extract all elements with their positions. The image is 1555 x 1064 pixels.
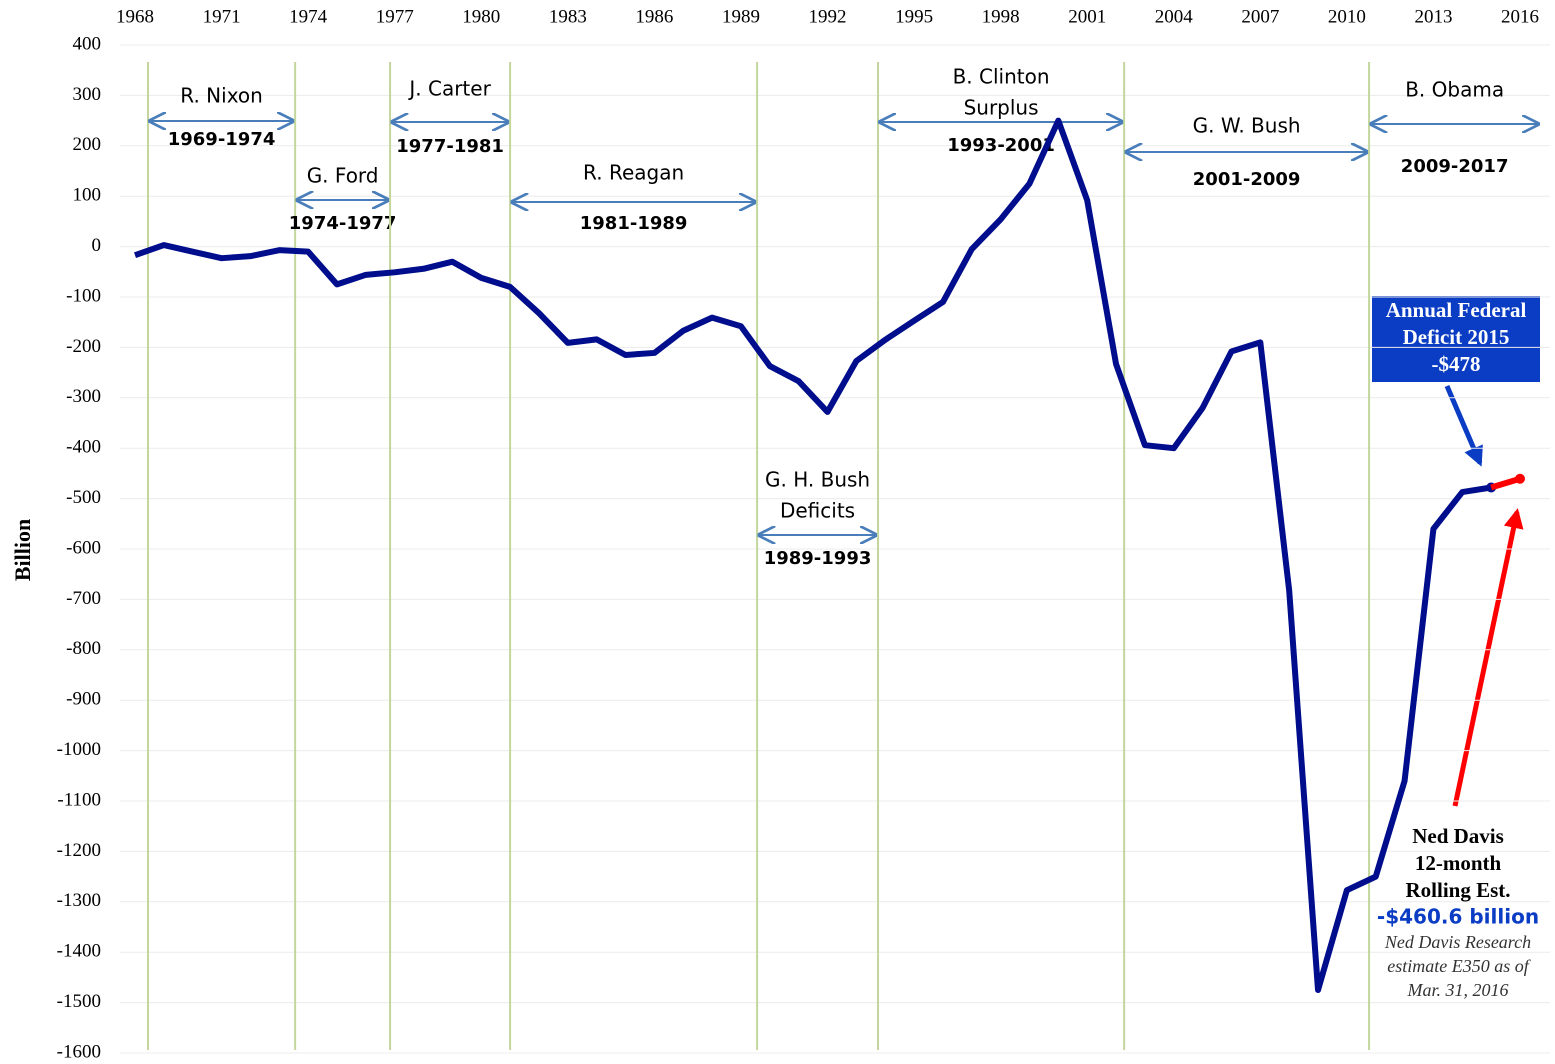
- box-annotation: -$478: [1432, 352, 1481, 376]
- x-tick-label: 2016: [1501, 6, 1539, 27]
- x-tick-label: 2001: [1068, 6, 1106, 27]
- x-tick-label: 1971: [203, 6, 241, 27]
- x-tick-label: 1983: [549, 6, 587, 27]
- x-tick-label: 2010: [1328, 6, 1366, 27]
- y-tick-label: -600: [66, 537, 101, 558]
- x-tick-label: 2007: [1241, 6, 1279, 27]
- y-tick-label: -1300: [57, 890, 101, 911]
- y-tick-label: -100: [66, 285, 101, 306]
- term-name: G. Ford: [307, 164, 379, 188]
- box-annotation: Annual Federal: [1386, 298, 1527, 322]
- annotation-arrow: [1452, 508, 1524, 807]
- y-tick-label: 200: [73, 134, 102, 155]
- x-tick-label: 1977: [376, 6, 414, 27]
- term-years: 1974-1977: [289, 213, 397, 234]
- annotation-arrow: [1444, 385, 1483, 467]
- term-name: B. Obama: [1405, 78, 1504, 102]
- x-tick-label: 1968: [116, 6, 154, 27]
- term-name: G. W. Bush: [1193, 114, 1301, 138]
- y-tick-label: -1600: [57, 1041, 101, 1062]
- y-axis-label: Billion: [10, 519, 35, 581]
- box-annotation: Deficit 2015: [1403, 325, 1510, 349]
- y-tick-label: 400: [73, 33, 102, 54]
- y-tick-label: -900: [66, 689, 101, 710]
- estimate-title: Ned Davis: [1412, 824, 1504, 848]
- term-name: Deficits: [780, 499, 855, 523]
- x-tick-label: 1986: [635, 6, 673, 27]
- y-tick-label: -800: [66, 638, 101, 659]
- y-tick-label: -200: [66, 336, 101, 357]
- data-line: [1490, 475, 1521, 491]
- term-years: 2009-2017: [1401, 156, 1509, 177]
- estimate-source: Ned Davis Research: [1384, 932, 1531, 952]
- y-tick-label: -500: [66, 487, 101, 508]
- y-tick-label: -1100: [57, 789, 101, 810]
- estimate-title: 12-month: [1415, 851, 1502, 875]
- annotation-box: [1372, 296, 1540, 382]
- end-marker: [1515, 473, 1525, 484]
- estimate-source: Mar. 31, 2016: [1406, 980, 1508, 1000]
- term-name: B. Clinton: [953, 65, 1050, 89]
- y-tick-label: -1400: [57, 941, 101, 962]
- term-years: 1993-2001: [947, 135, 1055, 156]
- y-tick-label: -1500: [57, 991, 101, 1012]
- y-tick-label: 100: [73, 185, 102, 206]
- term-years: 1977-1981: [396, 136, 504, 157]
- term-years: 1969-1974: [168, 129, 276, 150]
- y-tick-label: 300: [73, 84, 102, 105]
- x-tick-label: 1992: [809, 6, 847, 27]
- estimate-source: estimate E350 as of: [1387, 956, 1531, 976]
- y-tick-label: -1000: [57, 739, 101, 760]
- x-tick-label: 1989: [722, 6, 760, 27]
- y-tick-label: -400: [66, 437, 101, 458]
- x-tick-label: 2004: [1155, 6, 1194, 27]
- term-years: 1989-1993: [764, 548, 872, 569]
- term-name: Surplus: [964, 96, 1039, 120]
- y-tick-label: -300: [66, 386, 101, 407]
- term-name: R. Nixon: [180, 84, 263, 108]
- data-line: [134, 117, 1492, 993]
- y-tick-label: -700: [66, 588, 101, 609]
- estimate-title: Rolling Est.: [1405, 878, 1510, 902]
- term-name: G. H. Bush: [765, 468, 870, 492]
- x-tick-label: 1974: [289, 6, 328, 27]
- estimate-value: -$460.6 billion: [1377, 905, 1539, 929]
- term-name: R. Reagan: [583, 161, 684, 185]
- term-years: 1981-1989: [580, 213, 688, 234]
- x-tick-label: 1980: [462, 6, 500, 27]
- y-tick-label: -1200: [57, 840, 101, 861]
- x-tick-label: 2013: [1414, 6, 1452, 27]
- x-tick-label: 1998: [982, 6, 1020, 27]
- term-years: 2001-2009: [1193, 169, 1301, 190]
- y-tick-label: 0: [92, 235, 102, 256]
- x-tick-label: 1995: [895, 6, 933, 27]
- term-name: J. Carter: [407, 77, 491, 101]
